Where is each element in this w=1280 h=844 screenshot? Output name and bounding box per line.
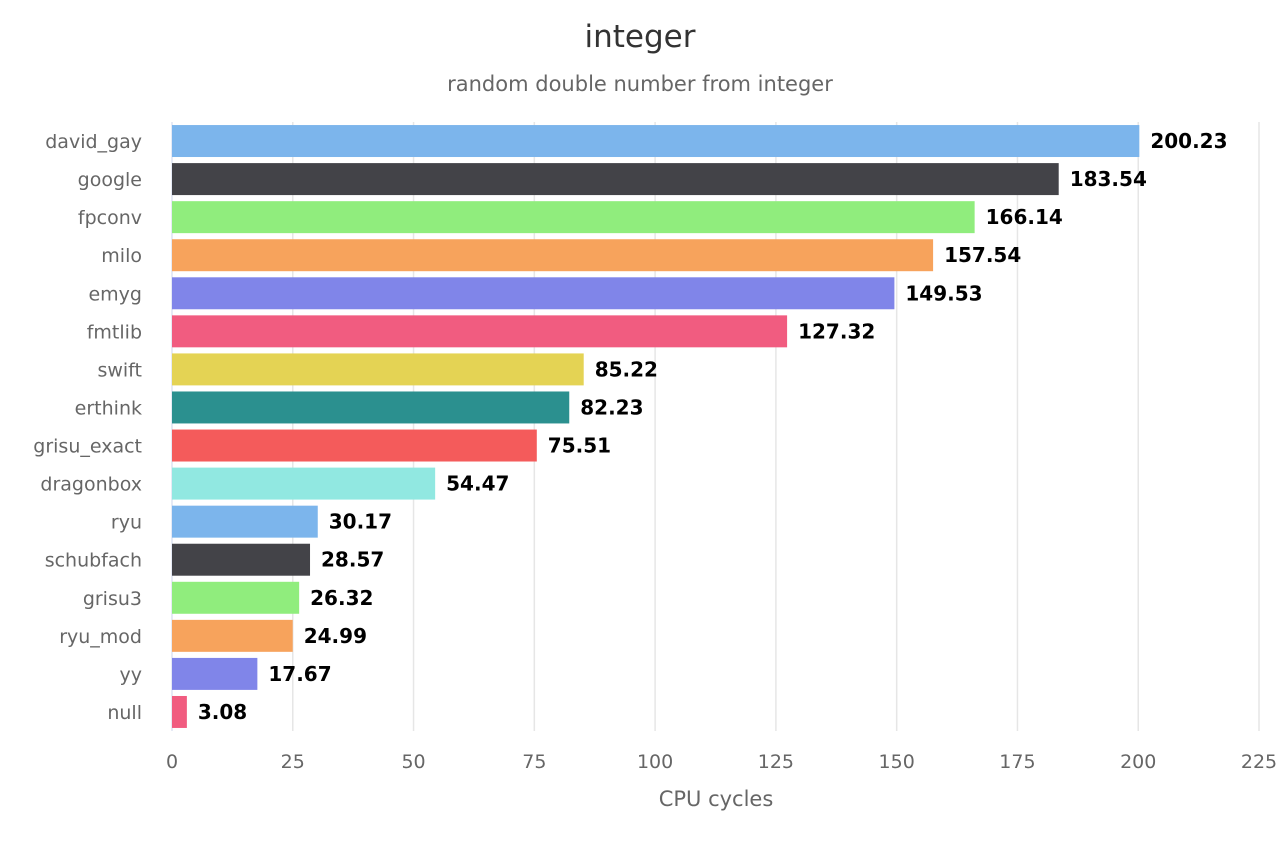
category-label: grisu3 [83,588,142,610]
data-label: 24.99 [304,624,367,648]
category-label: ryu [111,512,142,534]
x-tick-label: 175 [999,751,1035,773]
category-label: schubfach [45,550,142,572]
data-label: 166.14 [986,205,1063,229]
x-tick-label: 200 [1120,751,1156,773]
x-tick-label: 100 [637,751,673,773]
category-label: erthink [75,397,142,419]
category-label: dragonbox [40,474,142,496]
bar-fpconv[interactable] [172,201,975,234]
bar-erthink[interactable] [172,391,570,424]
category-label: google [78,169,142,191]
bar-emyg[interactable] [172,277,895,310]
x-axis-title: CPU cycles [659,787,774,811]
data-label: 127.32 [798,319,875,343]
x-tick-label: 225 [1241,751,1277,773]
data-label: 30.17 [329,510,392,534]
data-label: 54.47 [446,472,509,496]
bar-dragonbox[interactable] [172,467,436,500]
bar-ryu[interactable] [172,505,318,538]
bar-google[interactable] [172,163,1059,196]
x-axis-ticks: 0 25 50 75 100 125 150 175 200 225 [166,751,1277,773]
data-label: 3.08 [198,700,247,724]
category-label: grisu_exact [33,436,142,458]
category-label: emyg [88,283,142,305]
category-label: swift [97,359,142,381]
x-tick-label: 50 [401,751,425,773]
data-label: 28.57 [321,548,384,572]
category-label: fpconv [78,207,142,229]
bar-fmtlib[interactable] [172,315,788,348]
bar-yy[interactable] [172,657,258,690]
data-label: 183.54 [1070,167,1147,191]
category-label: null [107,702,142,724]
category-label: david_gay [45,131,142,153]
bar-ryu-mod[interactable] [172,619,293,652]
chart-subtitle: random double number from integer [447,72,833,96]
bar-grisu-exact[interactable] [172,429,537,462]
data-label: 26.32 [310,586,373,610]
bars [172,125,1140,728]
x-tick-label: 25 [281,751,305,773]
chart-title: integer [585,19,696,55]
x-tick-label: 150 [879,751,915,773]
category-label: ryu_mod [59,626,142,648]
data-label: 75.51 [548,434,611,458]
x-tick-label: 75 [522,751,546,773]
category-label: milo [101,245,142,267]
data-label: 157.54 [944,243,1021,267]
bar-milo[interactable] [172,239,934,272]
bar-david-gay[interactable] [172,125,1140,158]
data-label: 82.23 [580,395,643,419]
category-label: yy [120,664,143,686]
data-label: 85.22 [595,357,658,381]
x-tick-label: 0 [166,751,178,773]
x-tick-label: 125 [758,751,794,773]
bar-schubfach[interactable] [172,543,311,576]
bar-swift[interactable] [172,353,584,386]
data-label: 149.53 [905,281,982,305]
data-label: 17.67 [268,662,331,686]
bar-grisu3[interactable] [172,581,300,614]
data-label: 200.23 [1150,129,1227,153]
category-label: fmtlib [87,321,142,343]
bar-null[interactable] [172,695,187,728]
